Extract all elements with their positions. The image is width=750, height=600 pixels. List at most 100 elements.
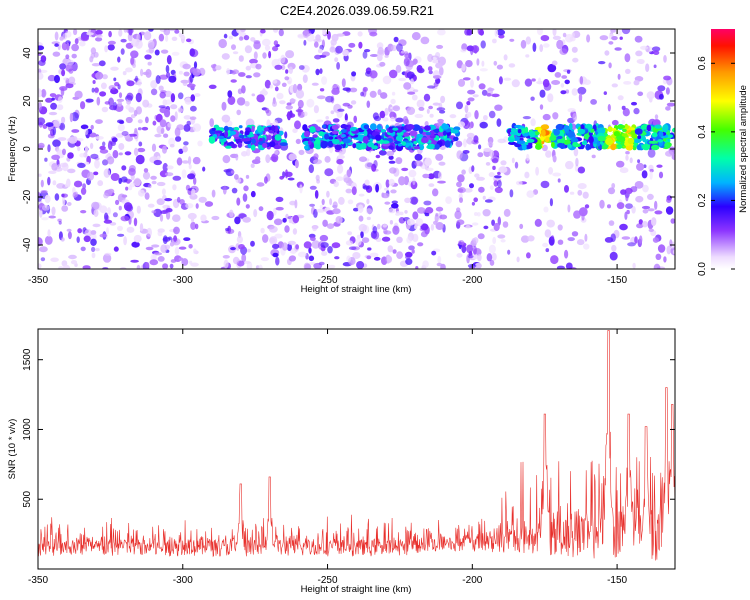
noise-cell xyxy=(390,116,396,122)
noise-cell xyxy=(577,86,587,95)
noise-cell xyxy=(400,50,405,54)
noise-cell xyxy=(258,264,263,269)
noise-cell xyxy=(40,257,46,262)
noise-cell xyxy=(493,180,499,187)
noise-cell xyxy=(634,181,644,189)
noise-cell xyxy=(629,157,633,164)
noise-cell xyxy=(420,36,430,45)
noise-cell xyxy=(150,88,158,96)
noise-cell xyxy=(485,162,491,166)
noise-cell xyxy=(302,29,310,39)
signal-cell xyxy=(524,126,529,134)
colorbar-gradient xyxy=(711,29,735,269)
noise-cell xyxy=(244,45,252,54)
noise-cell xyxy=(110,173,120,181)
noise-cell xyxy=(384,187,389,191)
noise-cell xyxy=(651,217,657,227)
noise-cell xyxy=(153,159,162,166)
noise-cell xyxy=(120,176,128,183)
noise-cell xyxy=(178,257,184,261)
noise-cell xyxy=(369,90,377,98)
noise-cell xyxy=(460,48,467,53)
signal-cell xyxy=(239,134,245,139)
noise-cell xyxy=(222,254,230,259)
noise-cell xyxy=(326,190,330,198)
signal-cell xyxy=(577,128,586,135)
noise-cell xyxy=(131,241,140,248)
noise-cell xyxy=(71,129,80,133)
colorbar-tick-label: 0.4 xyxy=(697,124,708,138)
noise-cell xyxy=(215,65,222,71)
noise-cell xyxy=(223,169,231,173)
noise-cell xyxy=(245,174,250,179)
noise-cell xyxy=(414,113,424,119)
noise-cell xyxy=(392,105,401,112)
noise-cell xyxy=(567,108,576,113)
noise-cell xyxy=(90,153,99,160)
noise-cell xyxy=(665,87,670,95)
noise-cell xyxy=(608,220,615,226)
noise-cell xyxy=(211,215,220,221)
noise-cell xyxy=(38,117,46,125)
noise-cell xyxy=(157,256,165,262)
noise-cell xyxy=(489,185,494,191)
noise-cell xyxy=(151,143,157,152)
noise-cell xyxy=(100,82,107,90)
noise-cell xyxy=(117,124,125,132)
noise-cell xyxy=(335,45,343,54)
noise-cell xyxy=(530,118,536,127)
noise-cell xyxy=(538,77,542,85)
noise-cell xyxy=(67,231,72,240)
signal-cell xyxy=(413,141,418,145)
signal-cell xyxy=(315,126,321,132)
noise-cell xyxy=(284,76,290,81)
noise-cell xyxy=(641,170,648,179)
noise-cell xyxy=(47,144,51,153)
noise-cell xyxy=(44,235,53,245)
noise-cell xyxy=(40,179,44,188)
noise-cell xyxy=(424,157,432,166)
noise-cell xyxy=(497,180,502,188)
noise-cell xyxy=(326,223,335,230)
noise-cell xyxy=(260,257,269,262)
noise-cell xyxy=(357,204,364,213)
y-tick-label: 1000 xyxy=(22,418,33,441)
noise-cell xyxy=(645,46,653,53)
x-tick-label: -350 xyxy=(28,575,48,586)
noise-cell xyxy=(583,79,591,85)
noise-cell xyxy=(620,189,627,195)
noise-cell xyxy=(358,215,364,222)
noise-cell xyxy=(174,111,178,121)
noise-cell xyxy=(494,175,502,179)
noise-cell xyxy=(369,54,379,57)
noise-cell xyxy=(56,164,62,169)
noise-cell xyxy=(491,252,497,261)
noise-cell xyxy=(411,249,415,254)
top-x-ticks: -350 -300 -250 -200 -150 xyxy=(28,29,628,286)
noise-cell xyxy=(519,223,524,229)
noise-cell xyxy=(665,206,674,215)
noise-cell xyxy=(544,229,552,238)
y-tick-label: -20 xyxy=(22,189,33,204)
noise-cell xyxy=(625,68,631,74)
noise-cell xyxy=(369,31,378,37)
noise-cell xyxy=(388,208,396,214)
noise-cell xyxy=(539,104,544,110)
signal-cell xyxy=(331,130,339,135)
noise-cell xyxy=(384,201,391,205)
noise-cell xyxy=(324,168,334,177)
noise-cell xyxy=(162,162,168,172)
noise-cell xyxy=(671,154,675,161)
noise-cell xyxy=(425,207,434,214)
noise-cell xyxy=(387,245,394,253)
signal-cell xyxy=(568,123,573,131)
signal-cell xyxy=(251,138,256,144)
noise-cell xyxy=(410,78,415,85)
noise-cell xyxy=(366,198,370,205)
noise-cell xyxy=(557,178,561,183)
noise-cell xyxy=(350,100,357,105)
noise-cell xyxy=(120,215,130,222)
noise-cell xyxy=(177,107,183,113)
x-tick-label: -200 xyxy=(462,275,482,286)
x-tick-label: -350 xyxy=(28,275,48,286)
